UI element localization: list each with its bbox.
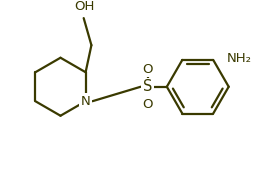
Text: N: N	[81, 95, 90, 108]
Text: OH: OH	[74, 0, 95, 13]
Text: NH₂: NH₂	[227, 51, 252, 65]
Text: O: O	[142, 63, 153, 76]
Text: S: S	[143, 79, 152, 94]
Text: O: O	[142, 98, 153, 111]
